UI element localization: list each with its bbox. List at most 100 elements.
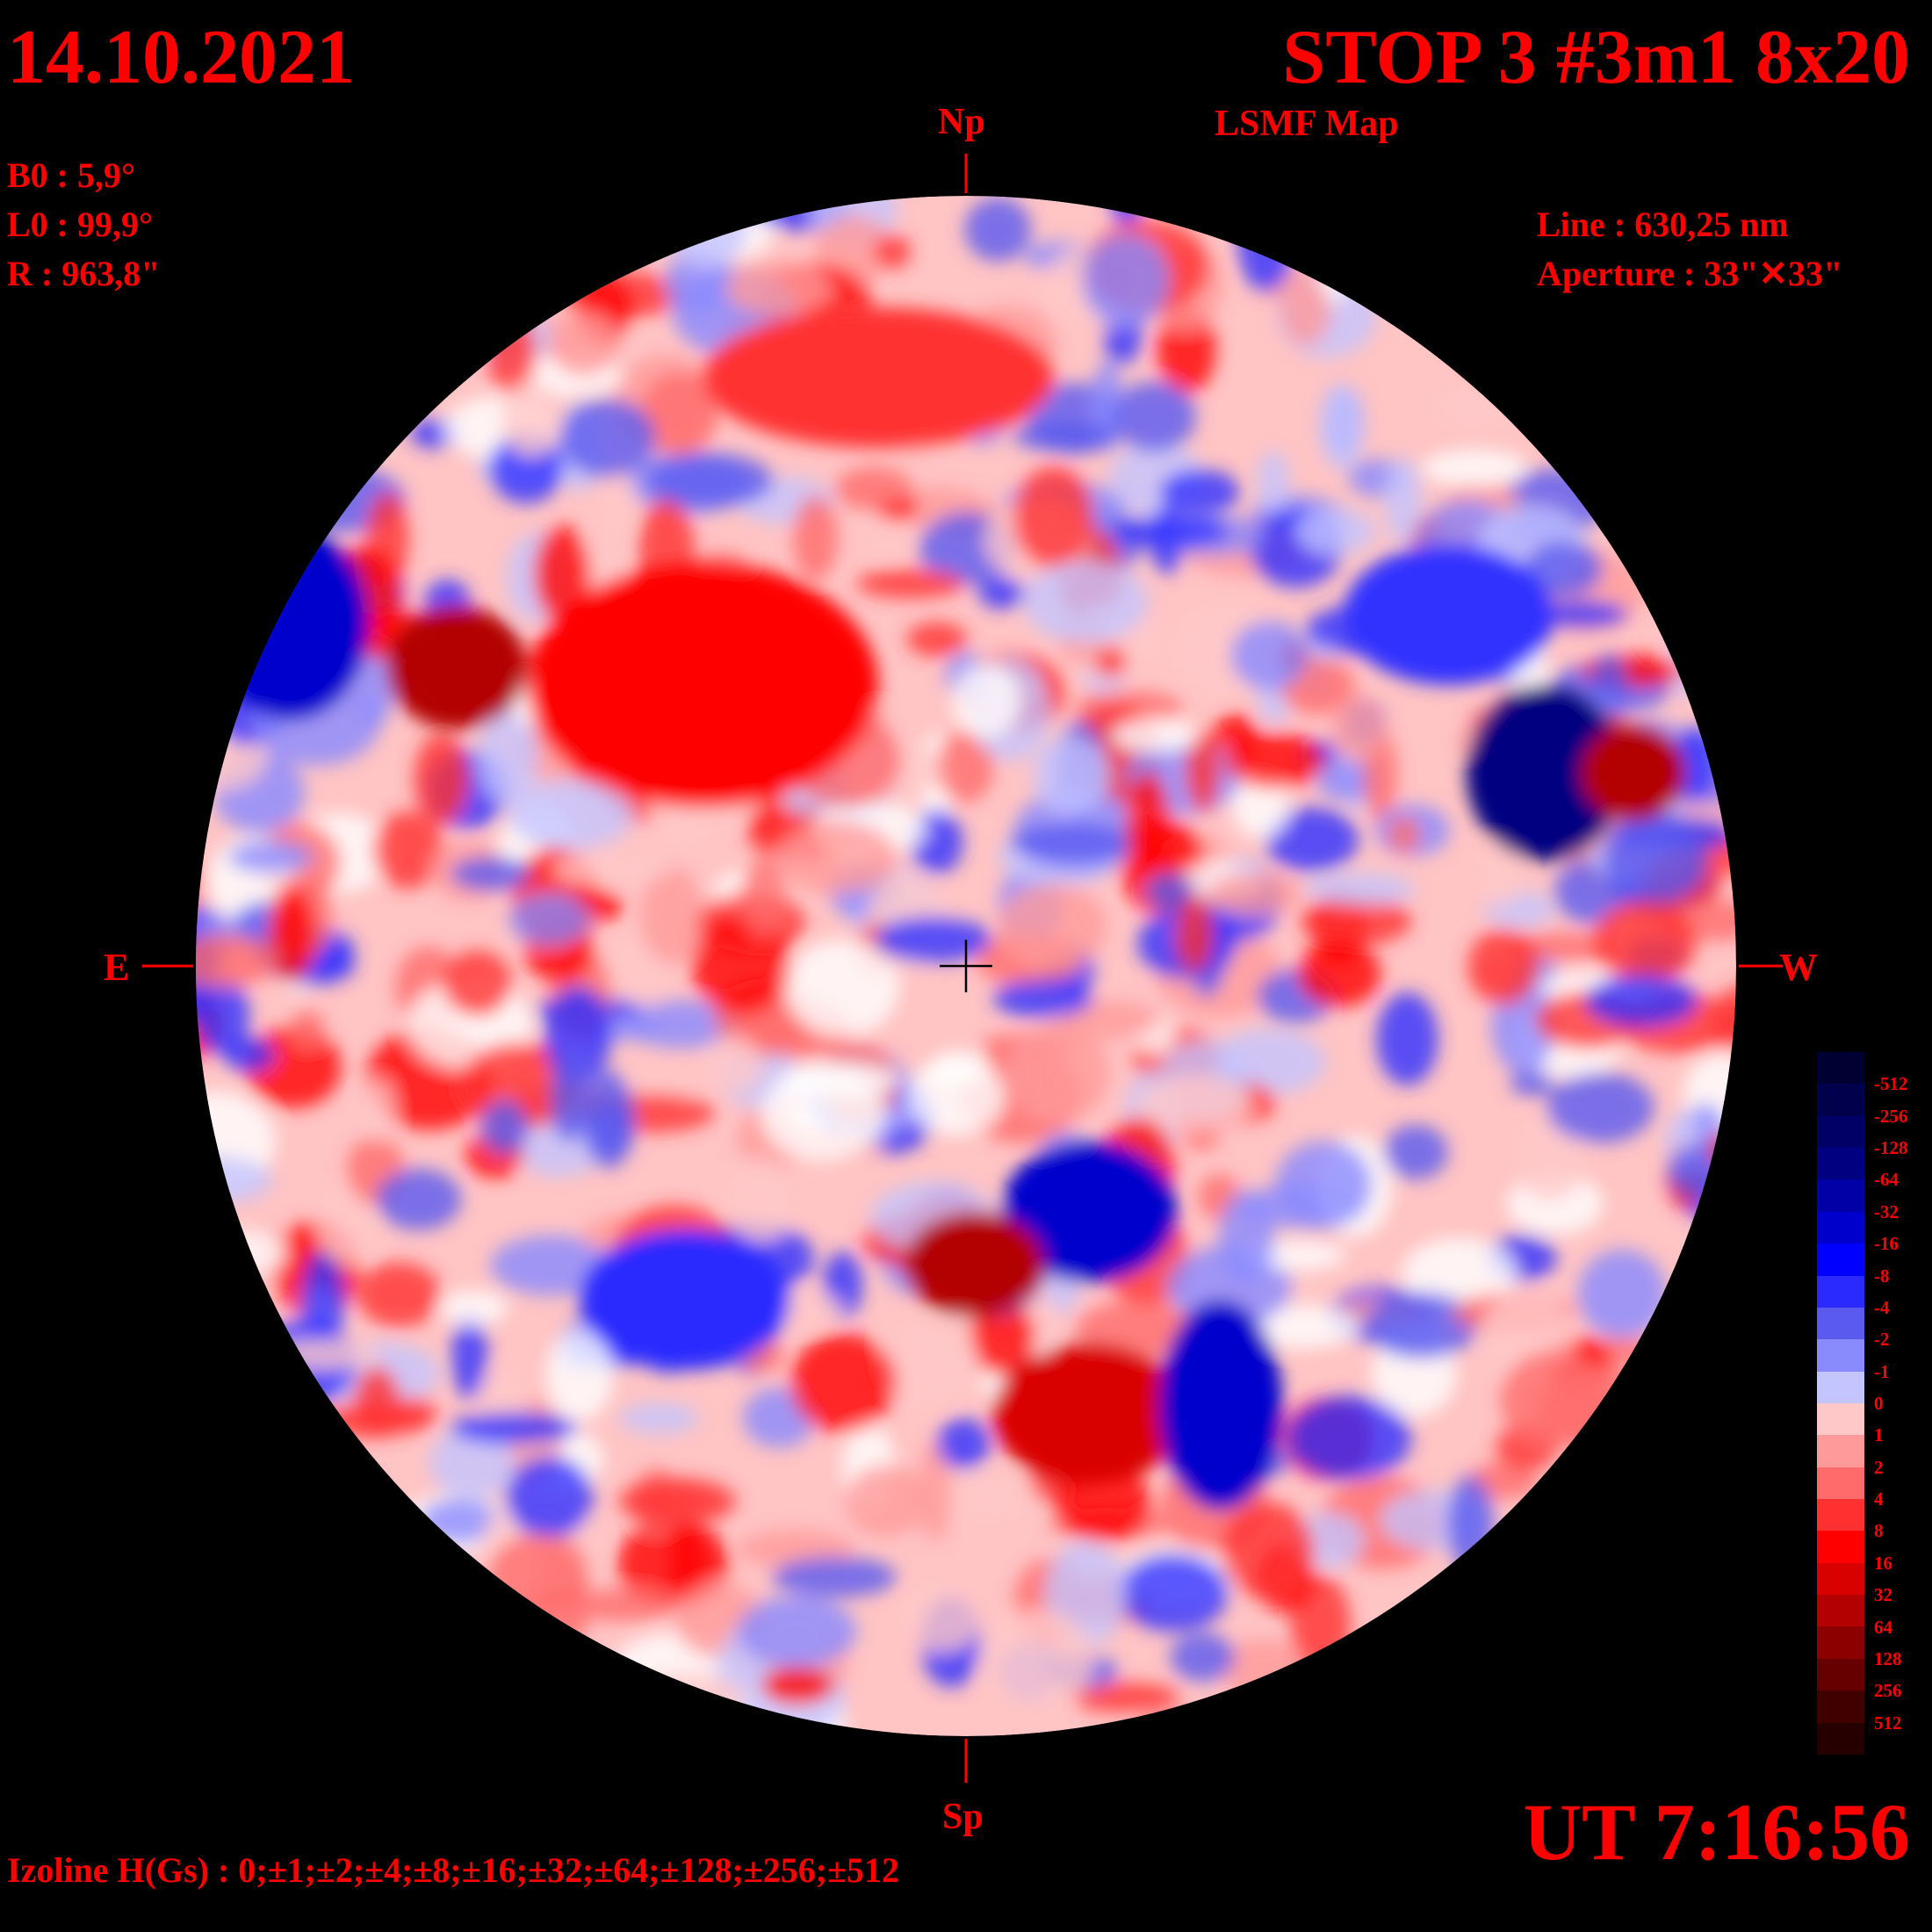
west-label: W xyxy=(1779,946,1818,989)
field-patch xyxy=(998,883,1107,970)
field-patch xyxy=(488,1534,588,1615)
field-patch xyxy=(792,494,838,580)
field-patch xyxy=(691,914,791,1016)
field-patch xyxy=(1422,450,1528,487)
field-patch xyxy=(631,1672,747,1724)
color-scale-label: -64 xyxy=(1874,1169,1899,1191)
field-patch xyxy=(1208,872,1302,916)
field-patch xyxy=(934,1472,1043,1524)
field-patch xyxy=(376,1168,462,1230)
field-patch xyxy=(874,916,991,963)
field-patch xyxy=(776,821,898,895)
field-patch xyxy=(1145,872,1194,911)
active-region-patch xyxy=(580,1229,790,1370)
field-patch xyxy=(668,1525,707,1595)
field-patch xyxy=(856,569,964,599)
field-patch xyxy=(979,1608,1094,1709)
active-region-patch xyxy=(703,307,1054,448)
field-patch xyxy=(1111,196,1143,227)
field-patch xyxy=(1383,1124,1448,1180)
field-patch xyxy=(451,856,531,891)
field-patch xyxy=(1032,736,1110,816)
color-scale-label: 4 xyxy=(1874,1489,1884,1510)
field-patch xyxy=(772,1556,897,1598)
field-patch xyxy=(1159,469,1240,515)
field-patch xyxy=(1111,718,1200,753)
field-patch xyxy=(1094,645,1127,677)
field-patch xyxy=(413,732,469,825)
field-patch xyxy=(907,1057,1005,1136)
active-region-patch xyxy=(992,1344,1186,1484)
color-scale-label: 1 xyxy=(1874,1424,1884,1446)
east-label: E xyxy=(104,946,130,989)
color-scale-label: -8 xyxy=(1874,1265,1890,1287)
field-patch xyxy=(278,1338,380,1370)
field-patch xyxy=(1275,1140,1373,1229)
field-patch xyxy=(1467,927,1539,1006)
b0-value: B0 : 5,9° xyxy=(7,155,135,195)
color-scale-segment xyxy=(1817,1658,1864,1691)
color-scale-label: 512 xyxy=(1874,1712,1902,1734)
field-patch xyxy=(508,779,634,850)
color-scale-segment xyxy=(1817,1435,1864,1467)
field-patch xyxy=(1244,1306,1360,1349)
color-scale-segment xyxy=(1817,1626,1864,1659)
color-scale-label: -32 xyxy=(1874,1200,1899,1222)
color-scale-segment xyxy=(1817,1531,1864,1563)
field-patch xyxy=(874,234,911,270)
field-patch xyxy=(316,1180,377,1265)
color-scale-segment xyxy=(1817,1052,1864,1085)
field-patch xyxy=(196,1156,273,1205)
field-patch xyxy=(737,1596,857,1668)
field-patch xyxy=(1402,1237,1517,1310)
field-patch xyxy=(1230,620,1308,690)
field-patch xyxy=(645,453,774,508)
field-patch xyxy=(964,197,1032,262)
field-patch xyxy=(443,950,512,1017)
field-patch xyxy=(1446,1474,1495,1574)
field-patch xyxy=(844,1464,927,1538)
color-scale-label: -16 xyxy=(1874,1233,1899,1255)
field-patch xyxy=(291,1010,325,1048)
active-region-patch xyxy=(386,606,527,729)
field-patch xyxy=(1117,1554,1229,1632)
field-patch xyxy=(196,851,203,918)
observation-date: 14.10.2021 xyxy=(7,15,355,100)
field-patch xyxy=(559,399,656,479)
field-patch xyxy=(1668,1144,1736,1200)
field-patch xyxy=(451,1313,488,1400)
field-patch xyxy=(993,979,1093,1019)
color-scale-label: 256 xyxy=(1874,1680,1902,1702)
field-patch xyxy=(1295,508,1376,555)
field-patch xyxy=(1708,1130,1736,1170)
color-scale-segment xyxy=(1817,1115,1864,1149)
color-scale-segment xyxy=(1817,1211,1864,1244)
field-patch xyxy=(1297,940,1381,1007)
field-patch xyxy=(1075,1301,1198,1359)
field-patch xyxy=(906,622,968,658)
field-patch xyxy=(590,1101,633,1155)
field-patch xyxy=(1500,1350,1611,1449)
field-patch xyxy=(203,1229,287,1277)
field-patch xyxy=(1175,898,1215,973)
field-patch xyxy=(1384,458,1422,544)
field-patch xyxy=(724,261,830,315)
field-patch xyxy=(1429,384,1526,430)
field-patch xyxy=(550,1056,588,1143)
field-patch xyxy=(1280,276,1331,347)
map-type: LSMF Map xyxy=(1215,104,1399,144)
field-patch xyxy=(1524,541,1604,598)
field-patch xyxy=(618,1478,737,1525)
field-patch xyxy=(977,575,1025,609)
field-patch xyxy=(508,892,591,946)
color-scale-label: -256 xyxy=(1874,1105,1908,1127)
field-patch xyxy=(505,1456,594,1539)
color-scale-label: 16 xyxy=(1874,1552,1892,1574)
color-scale-segment xyxy=(1817,1562,1864,1596)
field-patch xyxy=(761,1665,835,1705)
field-patch xyxy=(357,1262,442,1328)
field-patch xyxy=(1185,727,1221,811)
field-patch xyxy=(1056,1464,1152,1542)
field-patch xyxy=(1535,601,1628,628)
field-patch xyxy=(1135,1075,1252,1137)
